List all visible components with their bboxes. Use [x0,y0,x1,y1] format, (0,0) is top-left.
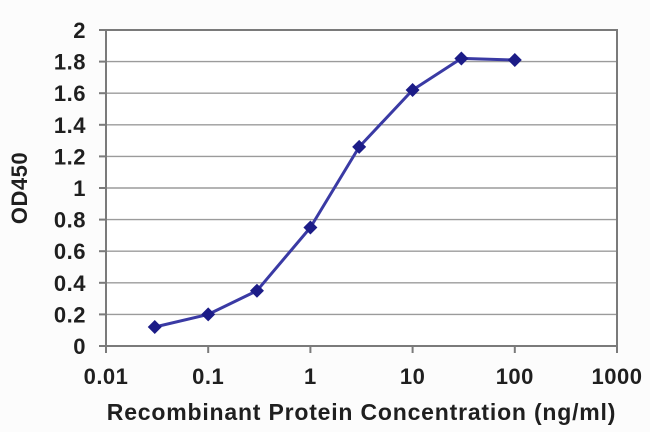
data-point-marker [201,307,216,322]
x-tick-label: 1000 [592,364,643,389]
x-tick-label: 0.01 [84,364,129,389]
data-point-marker [303,220,318,235]
data-point-marker [249,283,264,298]
y-tick-label: 1.6 [54,81,86,106]
data-point-marker [352,139,367,154]
y-axis-title: OD450 [7,151,32,225]
data-series-line [153,56,517,329]
y-tick-label: 1.4 [54,113,86,138]
y-tick-label: 0 [73,334,86,359]
y-tick-label: 0.8 [54,208,86,233]
y-tick-label: 1.2 [54,144,86,169]
data-point-marker [405,83,420,98]
data-point-marker [454,51,469,66]
y-tick-label: 0.6 [54,239,86,264]
x-axis-title: Recombinant Protein Concentration (ng/ml… [106,399,617,425]
x-tick-label: 0.1 [192,364,224,389]
x-tick-label: 1 [304,364,317,389]
data-point-marker [507,53,522,68]
x-tick-label: 100 [496,364,534,389]
y-tick-label: 1.8 [54,50,86,75]
y-tick-label: 1 [73,176,86,201]
data-point-marker [147,320,162,335]
y-tick-label: 0.2 [54,302,86,327]
y-tick-label: 2 [73,18,86,43]
x-tick-label: 10 [400,364,425,389]
y-tick-label: 0.4 [54,271,86,296]
